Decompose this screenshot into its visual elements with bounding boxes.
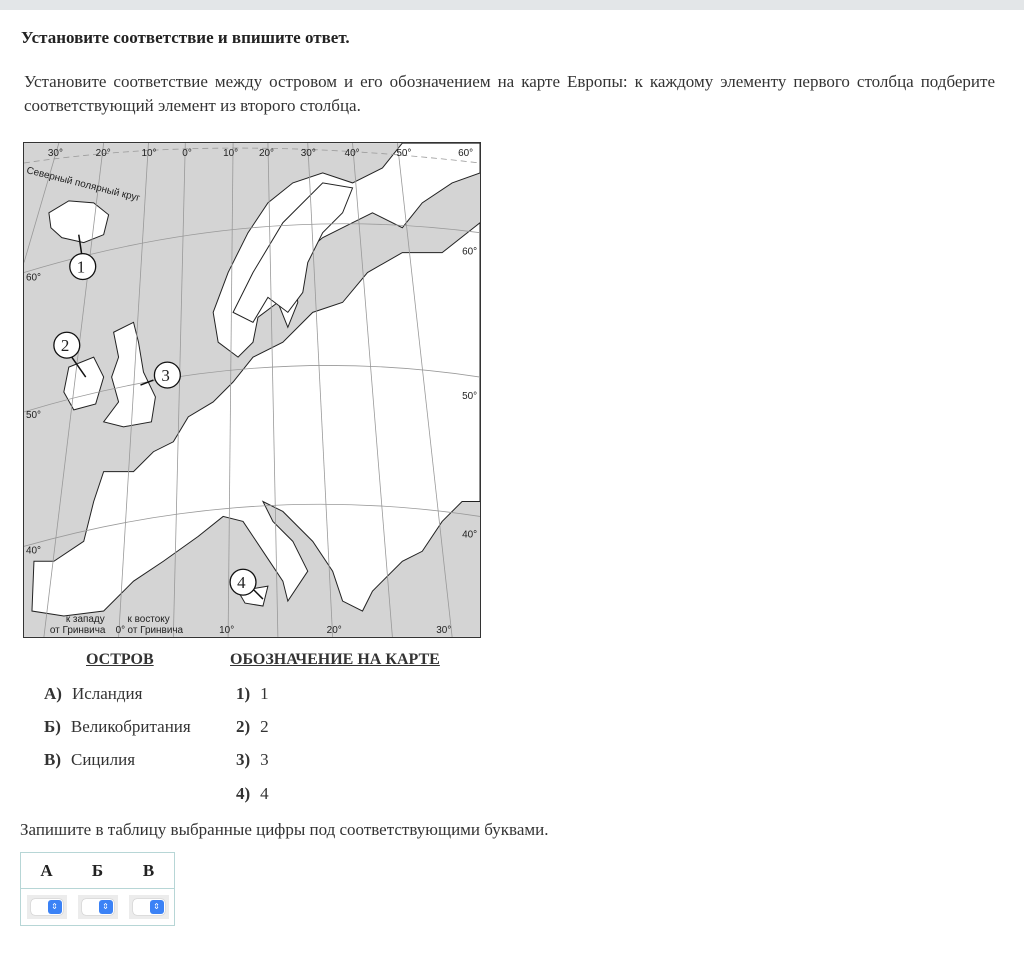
option-value: 1 <box>260 684 269 703</box>
island-item: В) Сицилия <box>44 750 135 770</box>
option-num: 1) <box>236 684 251 703</box>
lon-label: 30° <box>48 148 63 159</box>
lat-label: 60° <box>462 247 477 258</box>
lat-label: 40° <box>462 529 477 540</box>
lat-label: 50° <box>462 391 477 402</box>
lon-label: 10° <box>223 148 238 159</box>
island-ireland <box>63 356 105 411</box>
option-num: 4) <box>236 784 251 803</box>
lon-label: 50° <box>396 148 411 159</box>
top-longitude-labels: 30° 20° 10° 0° 10° 20° 30° 40° 50° 60° <box>48 148 473 159</box>
item-letter: В) <box>44 750 61 769</box>
answer-select-a[interactable]: ⇕ <box>26 895 67 919</box>
option-value: 4 <box>260 784 269 803</box>
option-value: 3 <box>260 750 269 769</box>
lon-label: 30° <box>436 625 451 636</box>
column-header-map-label: ОБОЗНАЧЕНИЕ НА КАРТЕ <box>230 651 440 668</box>
lon-label: 20° <box>96 148 111 159</box>
europe-map: 30° 20° 10° 0° 10° 20° 30° 40° 50° 60° 6… <box>23 142 481 638</box>
answer-select-v[interactable]: ⇕ <box>128 895 169 919</box>
zero-label: 0° <box>116 625 126 636</box>
answer-header-a: А <box>20 852 72 889</box>
lat-label: 50° <box>26 410 41 421</box>
top-bar <box>0 0 1024 10</box>
marker-2: 2 <box>61 336 69 355</box>
option-num: 2) <box>236 717 251 736</box>
column-header-island: ОСТРОВ <box>86 651 154 668</box>
task-text: Установите соответствие между островом и… <box>24 72 995 115</box>
select-arrows-icon: ⇕ <box>98 900 113 914</box>
option-value: 2 <box>260 717 269 736</box>
item-name: Великобритания <box>70 717 191 736</box>
graticule <box>24 143 480 637</box>
option-item: 3) 3 <box>236 750 269 770</box>
island-item: Б) Великобритания <box>44 717 191 737</box>
lon-label: 0° <box>182 148 192 159</box>
west-label: от Гринвича <box>50 625 106 636</box>
island-great-britain <box>102 321 156 428</box>
option-item: 4) 4 <box>236 784 269 804</box>
lon-label: 30° <box>301 148 316 159</box>
select-arrows-icon: ⇕ <box>47 900 62 914</box>
item-letter: А) <box>44 684 62 703</box>
lon-label: 10° <box>219 625 234 636</box>
island-item: А) Исландия <box>44 684 142 704</box>
lat-label: 40° <box>26 545 41 556</box>
answer-table: А Б В ⇕ ⇕ ⇕ <box>20 852 175 926</box>
lon-label: 40° <box>345 148 360 159</box>
answer-header-v: В <box>123 852 175 889</box>
lat-label: 60° <box>26 272 41 283</box>
marker-4: 4 <box>237 573 246 592</box>
west-label: к западу <box>66 614 105 625</box>
option-num: 3) <box>236 750 251 769</box>
answer-header-b: Б <box>72 852 123 889</box>
item-name: Исландия <box>71 684 143 703</box>
lon-label: 60° <box>458 148 473 159</box>
east-label: к востоку <box>128 614 170 625</box>
answer-instruction: Запишите в таблицу выбранные цифры под с… <box>20 820 549 839</box>
east-label: от Гринвича <box>128 625 184 636</box>
lon-label: 10° <box>141 148 156 159</box>
land-scandinavia <box>232 182 354 323</box>
marker-lines <box>71 234 264 600</box>
page-title: Установите соответствие и впишите ответ. <box>21 28 350 47</box>
item-letter: Б) <box>44 717 61 736</box>
item-name: Сицилия <box>71 750 136 769</box>
island-iceland <box>48 200 110 244</box>
lon-label: 20° <box>259 148 274 159</box>
answer-select-b[interactable]: ⇕ <box>77 895 118 919</box>
marker-1: 1 <box>77 258 85 277</box>
select-arrows-icon: ⇕ <box>149 900 164 914</box>
option-item: 1) 1 <box>236 684 269 704</box>
option-item: 2) 2 <box>236 717 269 737</box>
lon-label: 20° <box>327 625 342 636</box>
marker-3: 3 <box>161 366 169 385</box>
